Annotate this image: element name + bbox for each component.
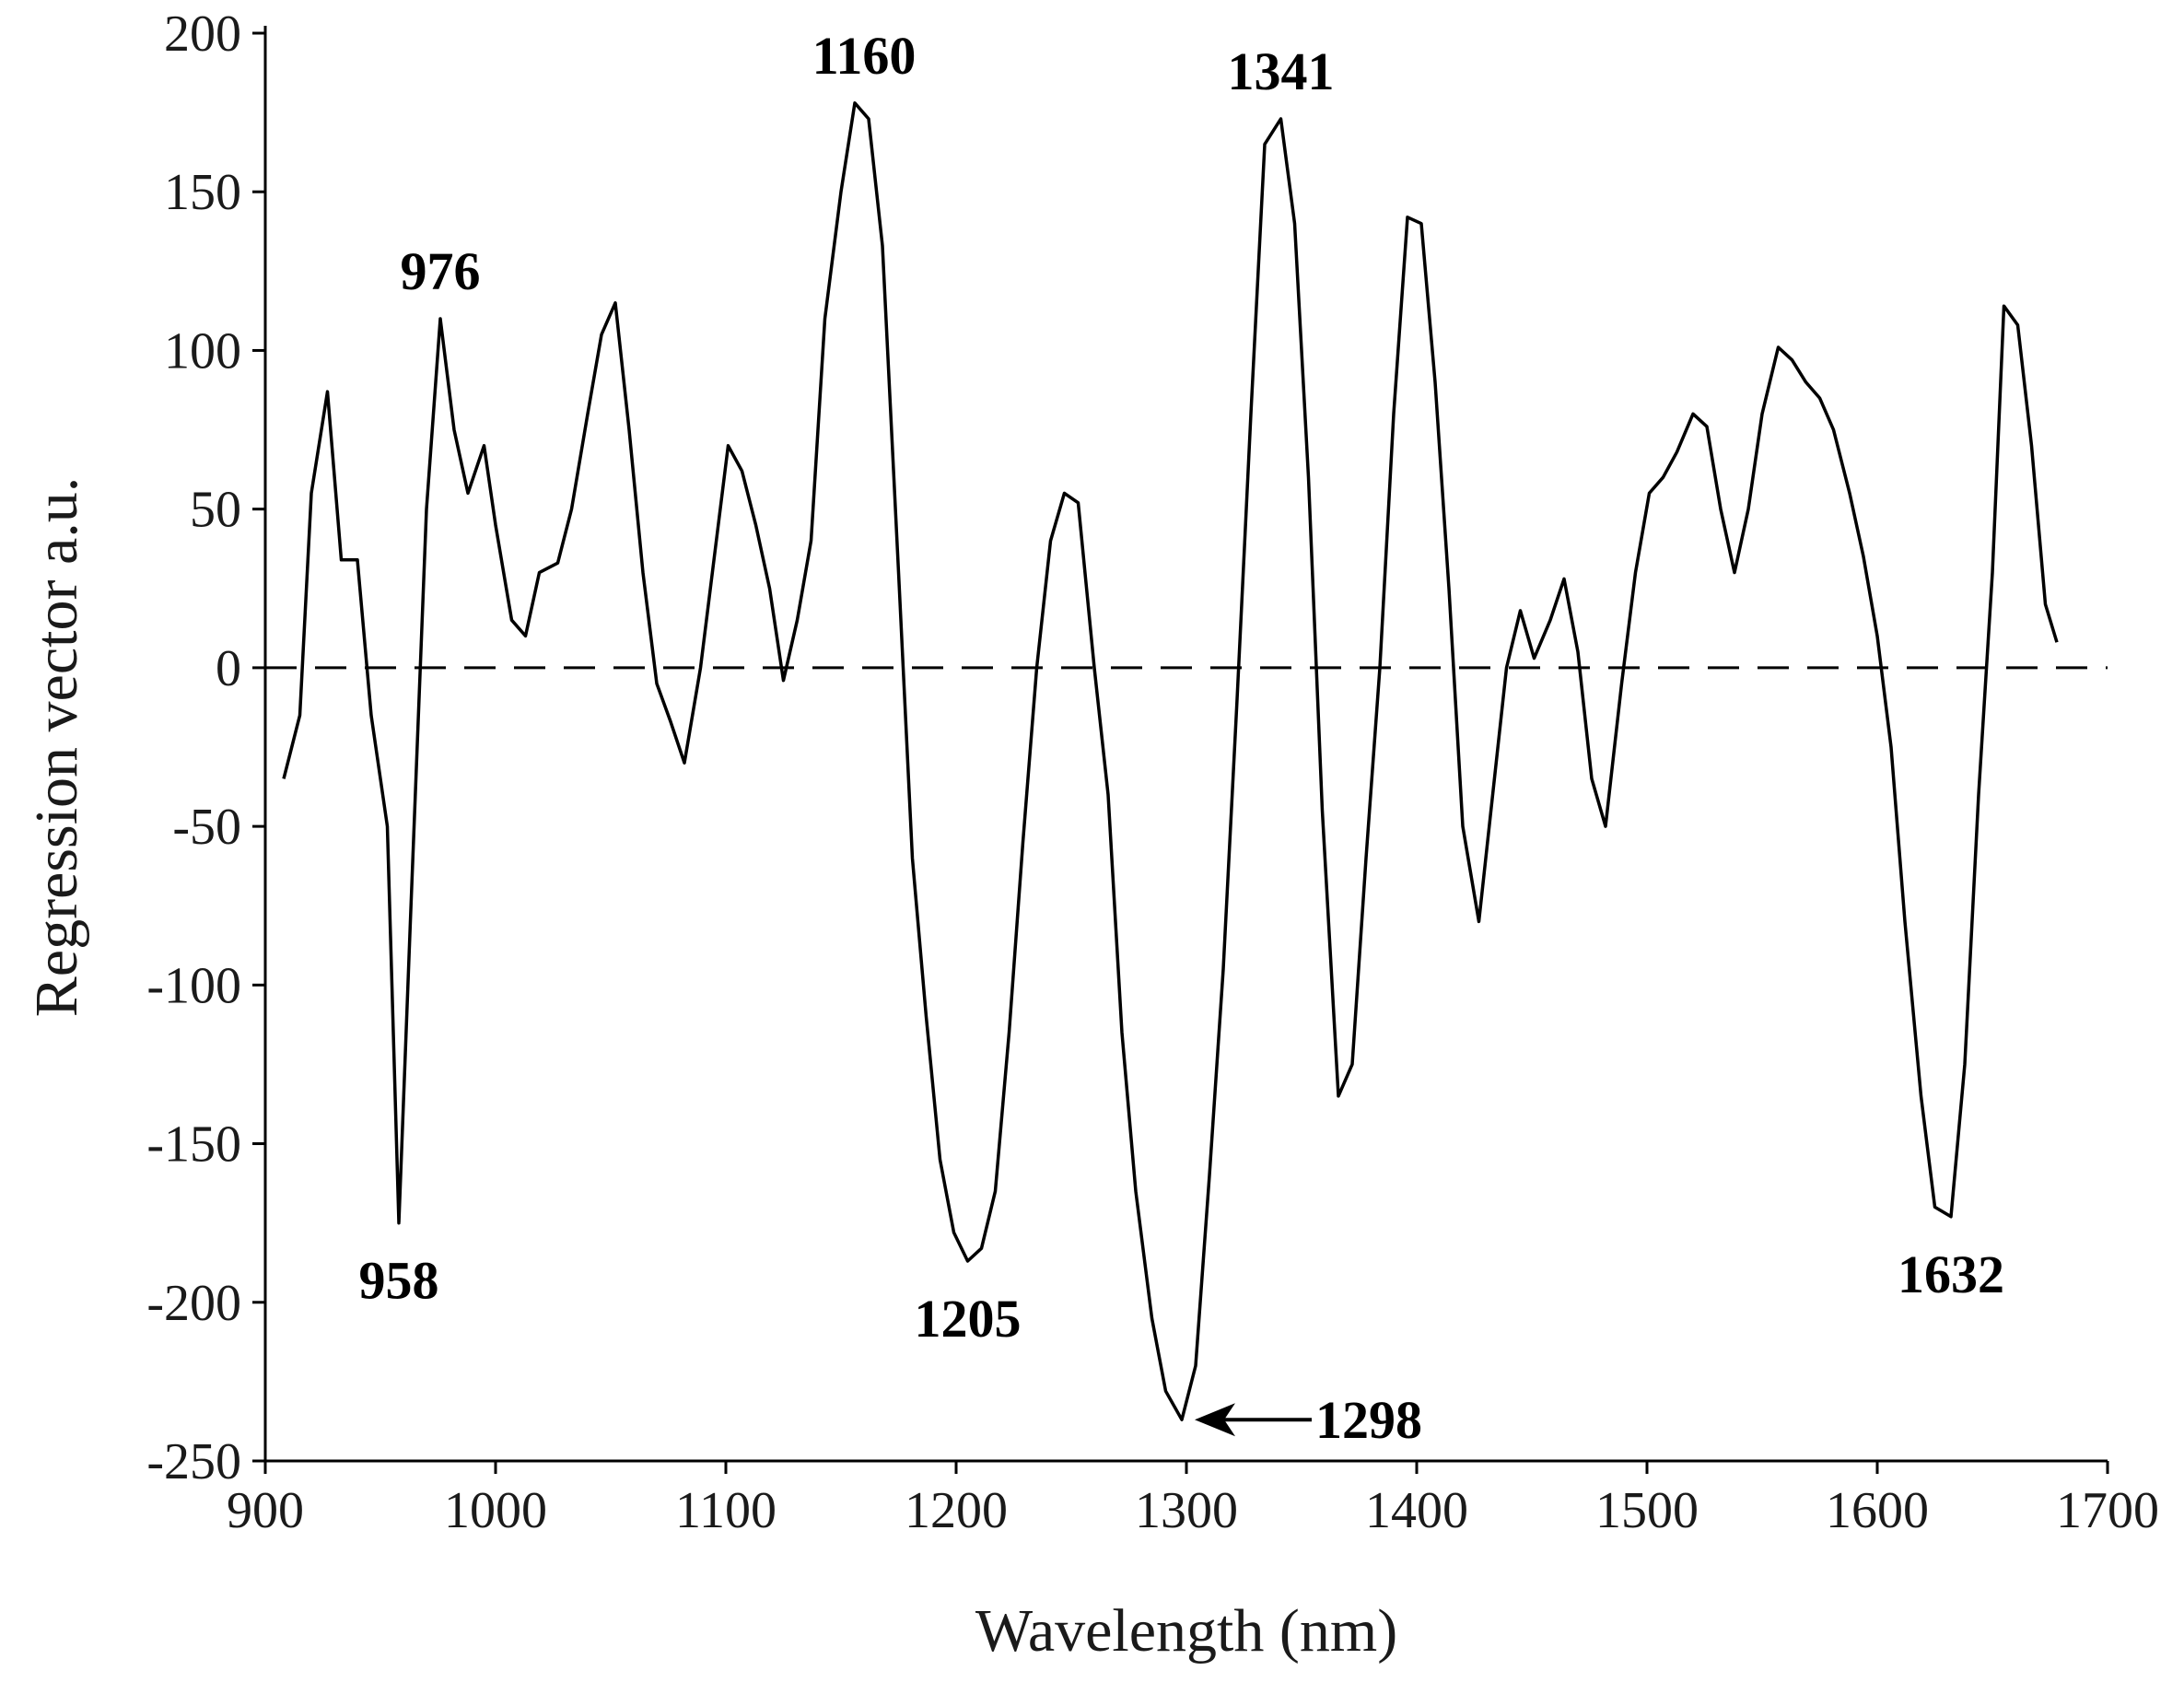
x-tick-label: 1100 bbox=[675, 1482, 777, 1539]
y-tick-label: 200 bbox=[164, 6, 241, 63]
y-tick-label: -200 bbox=[146, 1275, 241, 1332]
y-tick-label: -250 bbox=[146, 1433, 241, 1490]
x-tick-label: 1500 bbox=[1595, 1482, 1699, 1539]
y-tick-label: 0 bbox=[216, 640, 241, 697]
regression-vector-line bbox=[282, 101, 2059, 1421]
peak-label: 976 bbox=[401, 241, 481, 301]
series-layer bbox=[282, 101, 2059, 1421]
y-tick-label: 150 bbox=[164, 164, 241, 221]
arrow-head-icon bbox=[1195, 1403, 1235, 1437]
peak-label: 1298 bbox=[1315, 1390, 1422, 1450]
peak-label: 1341 bbox=[1228, 41, 1335, 101]
peak-label: 1205 bbox=[915, 1289, 1022, 1349]
y-axis-title: Regression vector a.u. bbox=[23, 477, 90, 1018]
x-tick-label: 900 bbox=[227, 1482, 304, 1539]
y-tick-label: -100 bbox=[146, 957, 241, 1014]
x-tick-label: 1000 bbox=[444, 1482, 547, 1539]
y-tick-label: 100 bbox=[164, 322, 241, 380]
x-axis-title: Wavelength (nm) bbox=[975, 1597, 1397, 1665]
x-tick-label: 1700 bbox=[2056, 1482, 2159, 1539]
x-tick-label: 1400 bbox=[1365, 1482, 1468, 1539]
y-tick-label: 50 bbox=[190, 482, 241, 539]
peak-label: 1160 bbox=[812, 26, 917, 86]
x-tick-label: 1600 bbox=[1826, 1482, 1929, 1539]
y-tick-label: -50 bbox=[172, 799, 241, 856]
x-tick-label: 1200 bbox=[905, 1482, 1008, 1539]
x-tick-label: 1300 bbox=[1135, 1482, 1238, 1539]
peak-label: 958 bbox=[359, 1251, 439, 1311]
y-tick-label: -150 bbox=[146, 1116, 241, 1174]
peak-label: 1632 bbox=[1898, 1244, 2004, 1304]
annotations: 976 1160 1341 958 1205 1298 1632 bbox=[359, 26, 2005, 1450]
